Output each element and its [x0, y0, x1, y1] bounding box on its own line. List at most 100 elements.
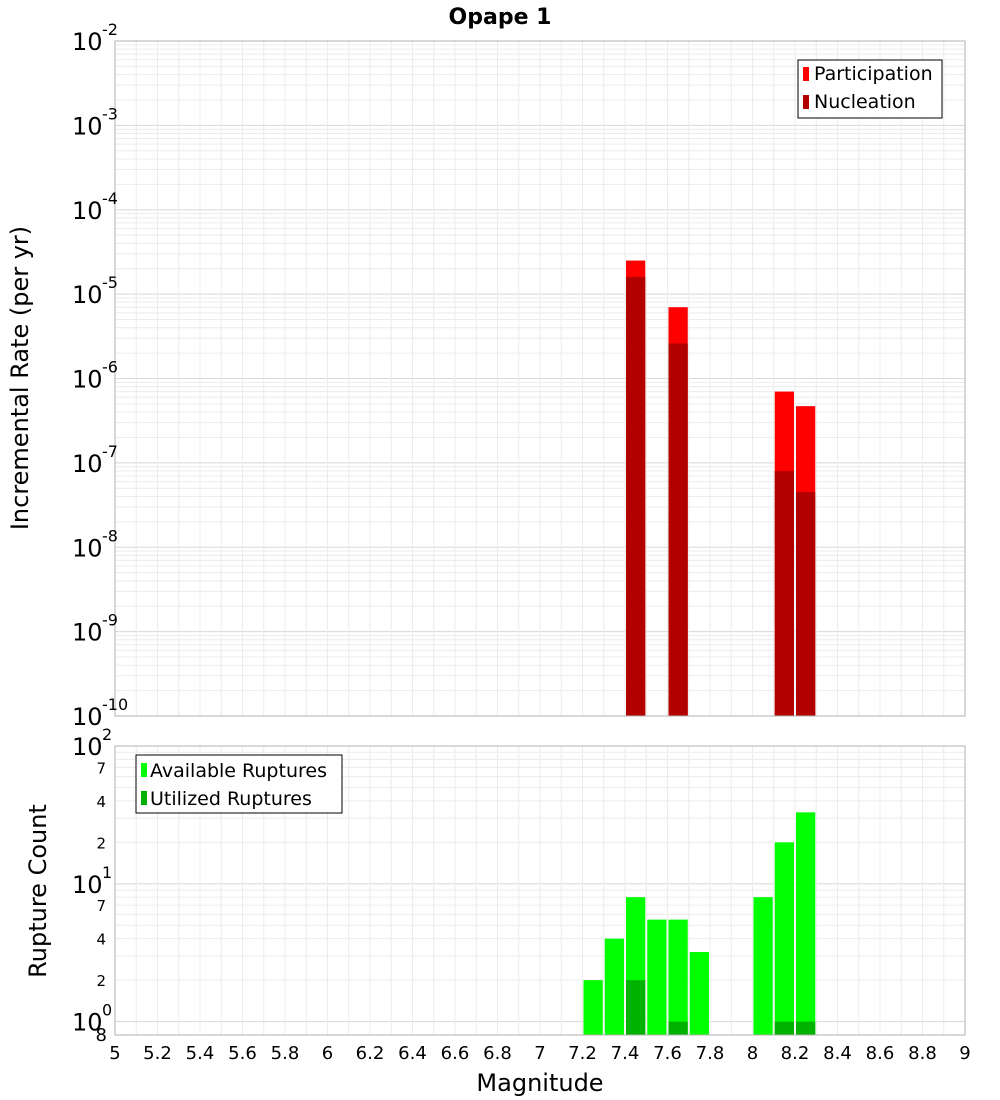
- magnitude-x-tick-label: 8.8: [908, 1043, 937, 1064]
- magnitude-x-tick-label: 8.4: [823, 1043, 852, 1064]
- rate-y-axis-label: Incremental Rate (per yr): [6, 226, 34, 530]
- nucleation-bar: [668, 343, 688, 716]
- magnitude-x-tick-label: 8: [747, 1043, 758, 1064]
- magnitude-x-tick-label: 9: [959, 1043, 970, 1064]
- nucleation-bar: [626, 276, 646, 716]
- count-y-axis-label: Rupture Count: [24, 804, 52, 978]
- rate-y-tick-exponent: -8: [102, 526, 118, 545]
- count-y-minor-tick-label: 2: [96, 972, 106, 990]
- rate-y-tick-base: 10: [72, 534, 103, 562]
- participation-legend-swatch: [803, 67, 809, 81]
- rate-y-tick-base: 10: [72, 28, 103, 56]
- rate-y-tick-label: 10 -7: [72, 442, 118, 478]
- magnitude-x-tick-label: 6.4: [398, 1043, 427, 1064]
- available-ruptures-bar: [774, 842, 794, 1035]
- rate-y-tick-exponent: -3: [102, 104, 118, 123]
- count-y-tick-exponent: 0: [102, 1001, 112, 1020]
- rate-legend: Participation Nucleation: [797, 59, 943, 119]
- magnitude-x-tick-label: 6.2: [356, 1043, 385, 1064]
- available-ruptures-bar: [753, 897, 773, 1035]
- magnitude-x-tick-label: 6.6: [441, 1043, 470, 1064]
- utilized-ruptures-bar: [774, 1021, 794, 1035]
- magnitude-x-axis-label: Magnitude: [476, 1069, 603, 1097]
- rate-y-tick-label: 10 -2: [72, 20, 118, 56]
- nucleation-legend-label: Nucleation: [814, 91, 916, 113]
- rate-y-tick-base: 10: [72, 619, 103, 647]
- rate-y-tick-base: 10: [72, 112, 103, 140]
- count-y-tick-exponent: 1: [102, 863, 112, 882]
- rate-y-tick-base: 10: [72, 703, 103, 731]
- magnitude-x-tick-label: 5.4: [186, 1043, 215, 1064]
- rate-y-tick-label: 10 -4: [72, 189, 118, 225]
- rate-y-tick-base: 10: [72, 450, 103, 478]
- rate-y-tick-exponent: -6: [102, 358, 118, 377]
- participation-legend-label: Participation: [814, 63, 933, 85]
- count-legend: Available Ruptures Utilized Ruptures: [135, 754, 343, 814]
- utilized-ruptures-bar: [668, 1021, 688, 1035]
- count-y-tick-base: 10: [72, 871, 103, 899]
- chart-title: Opape 1: [449, 5, 552, 30]
- magnitude-x-tick-label: 5: [109, 1043, 120, 1064]
- rate-y-tick-base: 10: [72, 197, 103, 225]
- rate-plot-bars: [626, 260, 816, 716]
- count-y-minor-tick-label: 7: [96, 897, 106, 915]
- rate-y-tick-label: 10 -6: [72, 358, 118, 394]
- magnitude-x-tick-label: 7.8: [696, 1043, 725, 1064]
- magnitude-x-tick-label: 8.6: [866, 1043, 895, 1064]
- magnitude-x-tick-label: 6.8: [483, 1043, 512, 1064]
- count-y-minor-tick-label: 8: [96, 1025, 107, 1046]
- rate-y-tick-exponent: -9: [102, 611, 118, 630]
- count-plot-frame: [114, 745, 966, 1036]
- rate-y-tick-exponent: -2: [102, 20, 118, 39]
- count-y-tick-base: 10: [72, 1009, 103, 1037]
- rate-legend-box: [797, 59, 943, 119]
- available-ruptures-bar: [689, 952, 709, 1035]
- available-ruptures-bar: [668, 919, 688, 1035]
- available-ruptures-bar: [583, 980, 603, 1035]
- utilized-ruptures-bar: [796, 1021, 816, 1035]
- magnitude-x-tick-label: 7.4: [611, 1043, 640, 1064]
- rate-plot-frame: [114, 40, 966, 717]
- count-y-tick-base: 10: [72, 733, 103, 761]
- utilized-legend-label: Utilized Ruptures: [150, 788, 312, 810]
- count-plot-bars: [583, 812, 816, 1035]
- rate-y-tick-label: 10 -9: [72, 611, 118, 647]
- magnitude-x-tick-label: 5.6: [228, 1043, 257, 1064]
- magnitude-x-tick-label: 7.2: [568, 1043, 597, 1064]
- rate-y-tick-label: 10 -8: [72, 526, 118, 562]
- magnitude-x-tick-label: 6: [322, 1043, 333, 1064]
- count-plot-grid: [114, 745, 966, 1035]
- rate-y-tick-exponent: -10: [102, 695, 128, 714]
- magnitude-x-tick-label: 5.8: [271, 1043, 300, 1064]
- rate-y-tick-label: 10 -5: [72, 273, 118, 309]
- count-y-tick-label: 10 1: [72, 863, 112, 899]
- count-y-minor-tick-label: 4: [96, 793, 106, 811]
- magnitude-x-ticks: 5 5.2 5.4 5.6 5.8 6 6.2 6.4 6.6 6.8 7 7.2 7.4 7.6 7.8 8…: [109, 1043, 970, 1064]
- count-y-tick-exponent: 2: [102, 725, 112, 744]
- count-y-tick-label: 10 0: [72, 1001, 112, 1037]
- rate-y-tick-exponent: -7: [102, 442, 118, 461]
- rate-plot-grid: [114, 41, 966, 717]
- count-y-tick-label: 10 2: [72, 725, 112, 761]
- available-ruptures-bar: [647, 919, 667, 1035]
- nucleation-bar: [796, 492, 816, 716]
- available-ruptures-bar: [796, 812, 816, 1035]
- available-legend-label: Available Ruptures: [150, 760, 327, 782]
- rate-y-tick-base: 10: [72, 281, 103, 309]
- rate-y-tick-base: 10: [72, 366, 103, 394]
- count-y-minor-tick-label: 7: [96, 759, 106, 777]
- count-y-minor-tick-label: 2: [96, 834, 106, 852]
- utilized-legend-swatch: [141, 791, 147, 805]
- available-legend-swatch: [141, 763, 147, 777]
- magnitude-x-tick-label: 8.2: [781, 1043, 810, 1064]
- magnitude-x-tick-label: 7: [534, 1043, 545, 1064]
- magnitude-x-tick-label: 5.2: [143, 1043, 172, 1064]
- magnitude-x-tick-label: 7.6: [653, 1043, 682, 1064]
- nucleation-bar: [774, 471, 794, 716]
- rate-y-tick-label: 10 -10: [72, 695, 128, 731]
